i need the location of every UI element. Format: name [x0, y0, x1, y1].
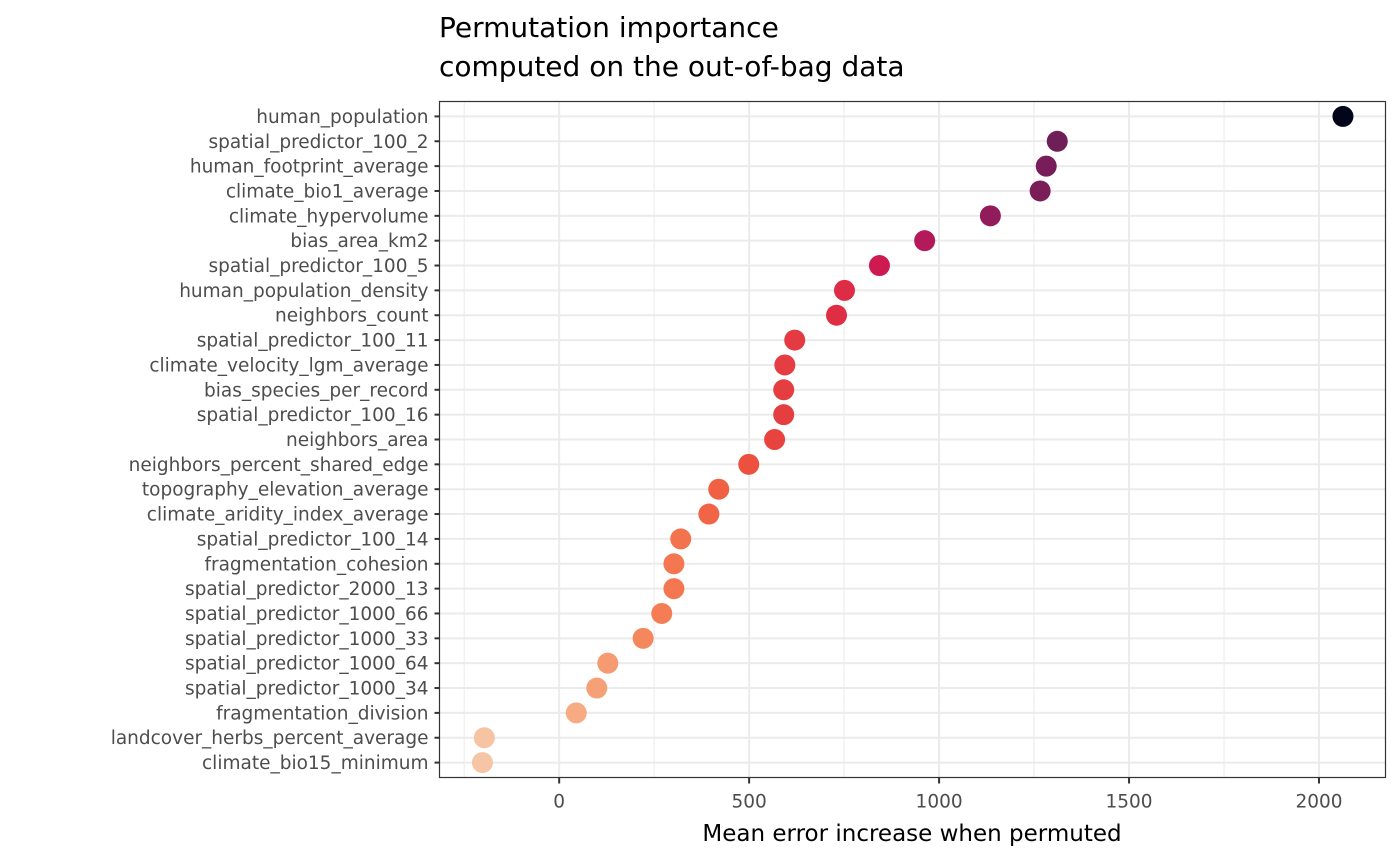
y-tick-label: human_footprint_average	[190, 157, 429, 178]
y-tick-label: spatial_predictor_100_11	[197, 331, 429, 352]
data-point	[1332, 105, 1354, 127]
y-tick-label: spatial_predictor_100_14	[197, 529, 429, 550]
y-tick-label: climate_bio1_average	[226, 181, 429, 202]
data-point	[632, 627, 654, 649]
data-point	[698, 503, 720, 525]
y-tick-label: spatial_predictor_2000_13	[185, 579, 429, 600]
x-axis: 0 500 1000 1500 2000	[553, 777, 1343, 813]
x-tick-label: 1500	[1106, 792, 1153, 813]
y-tick-label: bias_area_km2	[290, 231, 428, 252]
data-point	[1029, 180, 1051, 202]
x-tick-label: 1000	[916, 792, 963, 813]
x-axis-title: Mean error increase when permuted	[702, 821, 1121, 847]
data-point	[773, 404, 795, 426]
y-tick-label: landcover_herbs_percent_average	[111, 728, 429, 749]
y-axis: human_population spatial_predictor_100_2h…	[111, 107, 440, 774]
y-tick-label: spatial_predictor_1000_34	[185, 679, 429, 700]
y-tick-label: human_population	[256, 107, 428, 128]
y-tick-label: climate_hypervolume	[229, 206, 429, 227]
data-point	[565, 702, 587, 724]
data-point	[708, 478, 730, 500]
data-point	[979, 205, 1001, 227]
x-tick-label: 0	[553, 792, 565, 813]
data-point	[784, 329, 806, 351]
data-point	[663, 553, 685, 575]
chart-title-line-1: Permutation importance	[439, 11, 779, 44]
y-tick-label: neighbors_count	[275, 306, 428, 327]
data-point	[773, 379, 795, 401]
y-tick-label: fragmentation_cohesion	[204, 554, 428, 575]
y-tick-label: climate_bio15_minimum	[202, 753, 428, 774]
y-tick-label: bias_species_per_record	[204, 380, 429, 401]
data-point	[1035, 155, 1057, 177]
data-point	[597, 652, 619, 674]
y-tick-label: topography_elevation_average	[142, 480, 429, 501]
data-point	[670, 528, 692, 550]
y-tick-label: neighbors_percent_shared_edge	[129, 455, 429, 476]
data-point	[868, 255, 890, 277]
data-point	[471, 752, 493, 774]
y-tick-label: spatial_predictor_1000_64	[185, 654, 429, 675]
x-tick-label: 500	[731, 792, 766, 813]
data-point	[586, 677, 608, 699]
data-point	[738, 453, 760, 475]
x-tick-label: 2000	[1295, 792, 1342, 813]
y-tick-label: climate_aridity_index_average	[147, 505, 429, 526]
data-point	[826, 304, 848, 326]
major-gridlines-y	[439, 115, 1386, 764]
data-point	[651, 602, 673, 624]
data-point	[663, 578, 685, 600]
data-point	[774, 354, 796, 376]
y-tick-label: neighbors_area	[286, 430, 429, 451]
y-tick-label: human_population_density	[179, 281, 428, 302]
data-point	[473, 727, 495, 749]
data-point	[833, 279, 855, 301]
data-point	[914, 230, 936, 252]
chart-title-line-2: computed on the out-of-bag data	[439, 50, 905, 83]
data-point	[1046, 130, 1068, 152]
y-tick-label: spatial_predictor_1000_33	[185, 629, 429, 650]
y-tick-label: fragmentation_division	[216, 703, 428, 724]
data-point	[764, 429, 786, 450]
y-tick-label: climate_velocity_lgm_average	[149, 355, 428, 376]
y-tick-label: spatial_predictor_100_5	[209, 256, 429, 277]
y-tick-label: spatial_predictor_100_16	[197, 405, 429, 426]
y-tick-label: spatial_predictor_1000_66	[185, 604, 429, 625]
chart-title: Permutation importance computed on the o…	[439, 11, 905, 83]
data-points	[471, 105, 1354, 774]
y-tick-label: spatial_predictor_100_2	[209, 132, 429, 153]
